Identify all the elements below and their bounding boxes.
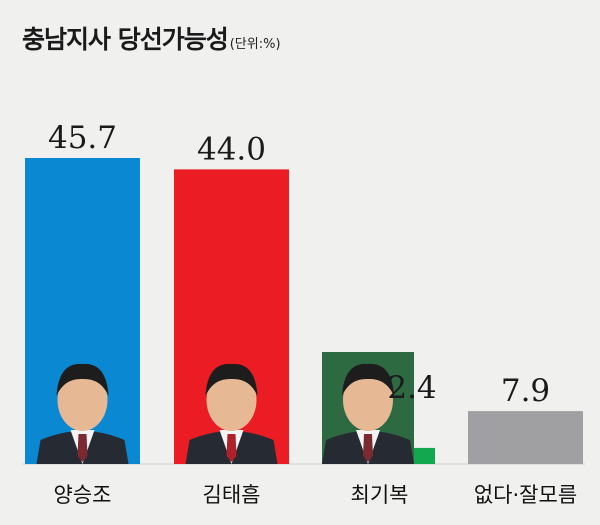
tie-shape — [77, 434, 88, 462]
hair-shape — [342, 363, 394, 396]
candidate-photo-1 — [36, 363, 129, 464]
value-label-1: 45.7 — [48, 120, 117, 156]
hair-shape — [205, 363, 258, 396]
bar-4 — [468, 411, 583, 464]
chart-title-block: 충남지사 당선가능성 (단위:%) — [22, 20, 281, 56]
face-shape — [206, 369, 257, 431]
category-label-2: 김태흠 — [203, 483, 261, 507]
value-label-2: 44.0 — [197, 131, 266, 167]
value-label-4: 7.9 — [501, 373, 550, 409]
hair-shape — [56, 363, 109, 396]
category-label-1: 양승조 — [54, 483, 112, 507]
chart-title: 충남지사 당선가능성 — [22, 25, 229, 54]
unit-label: (단위:%) — [229, 37, 281, 52]
tie-shape — [226, 434, 237, 462]
tie-shape — [363, 434, 373, 462]
value-label-3: 2.4 — [387, 370, 436, 406]
category-label-3: 최기복 — [351, 483, 409, 507]
face-shape — [57, 369, 108, 431]
candidate-photo-3 — [322, 352, 414, 464]
face-shape — [343, 369, 393, 431]
candidate-photo-2 — [185, 363, 278, 464]
bar-3 — [414, 447, 435, 464]
category-label-4: 없다·잘모름 — [474, 483, 577, 507]
bars-group: 45.7 양승조 44.0 김태흠 2.4 최기복 7.9 없다·잘모름 — [25, 120, 583, 507]
